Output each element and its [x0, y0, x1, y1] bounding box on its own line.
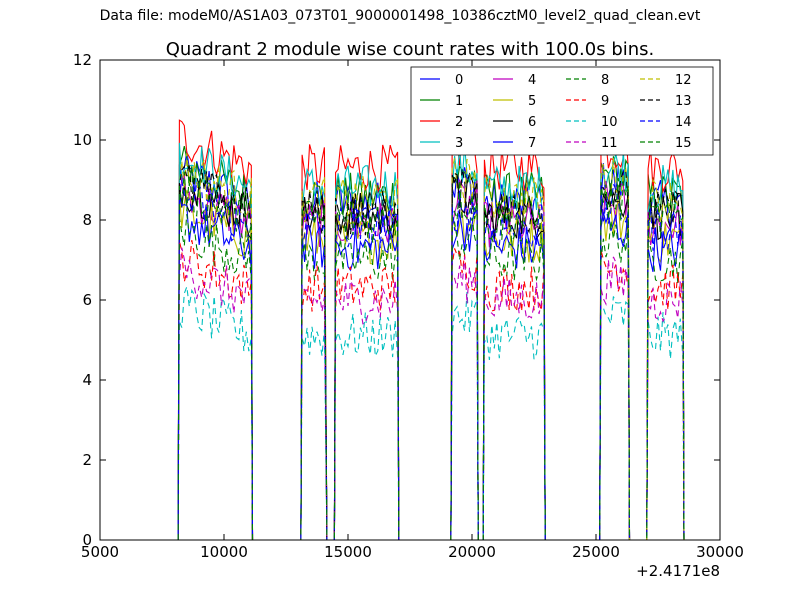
legend-label-5: 5: [528, 94, 536, 109]
x-tick-label: 25000: [572, 543, 620, 561]
series-line-5: [177, 190, 685, 541]
legend-label-2: 2: [455, 115, 463, 130]
legend-label-9: 9: [601, 94, 609, 109]
y-tick-label: 4: [82, 371, 92, 389]
legend-label-4: 4: [528, 73, 536, 88]
series-line-10: [177, 286, 685, 541]
series-line-14: [177, 180, 685, 541]
figure-suptitle: Data file: modeM0/AS1A03_073T01_90000014…: [99, 8, 701, 24]
series-line-2: [177, 119, 685, 541]
series-line-6: [177, 172, 685, 541]
y-tick-label: 12: [73, 51, 92, 69]
series-line-11: [177, 247, 685, 541]
series-line-4: [177, 172, 685, 541]
legend-label-7: 7: [528, 136, 536, 151]
series-line-0: [177, 151, 685, 541]
series-line-12: [177, 153, 685, 541]
x-axis-offset-text: +2.4171e8: [636, 562, 720, 580]
x-tick-label: 30000: [696, 543, 744, 561]
x-tick-label: 15000: [324, 543, 372, 561]
series-layer: [177, 119, 685, 541]
series-line-15: [177, 169, 685, 541]
legend-label-10: 10: [601, 115, 618, 130]
series-line-1: [177, 145, 685, 541]
legend-label-11: 11: [601, 136, 618, 151]
legend-label-8: 8: [601, 73, 609, 88]
x-tick-label: 20000: [448, 543, 496, 561]
chart-title: Quadrant 2 module wise count rates with …: [166, 39, 655, 60]
y-tick-label: 6: [82, 291, 92, 309]
legend-label-6: 6: [528, 115, 536, 130]
y-tick-label: 8: [82, 211, 92, 229]
y-tick-label: 0: [82, 531, 92, 549]
legend-label-3: 3: [455, 136, 463, 151]
x-tick-label: 10000: [200, 543, 248, 561]
legend-label-0: 0: [455, 73, 463, 88]
y-tick-label: 2: [82, 451, 92, 469]
legend-label-13: 13: [675, 94, 692, 109]
y-tick-label: 10: [73, 131, 92, 149]
series-line-8: [177, 214, 685, 541]
legend-label-14: 14: [675, 115, 692, 130]
legend-label-12: 12: [675, 73, 692, 88]
legend-frame: [410, 66, 714, 156]
series-line-9: [177, 240, 685, 541]
legend-label-1: 1: [455, 94, 463, 109]
x-tick-label: 5000: [81, 543, 119, 561]
legend-label-15: 15: [675, 136, 692, 151]
